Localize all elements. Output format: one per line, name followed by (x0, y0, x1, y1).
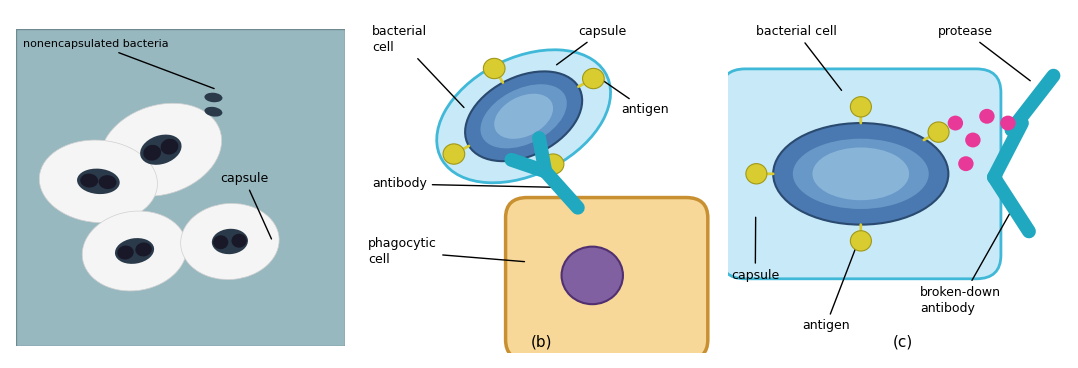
Circle shape (483, 59, 505, 79)
FancyBboxPatch shape (506, 198, 708, 360)
Ellipse shape (98, 175, 116, 189)
Text: phagocytic
cell: phagocytic cell (369, 237, 525, 266)
Ellipse shape (136, 243, 152, 256)
Circle shape (746, 164, 766, 184)
Ellipse shape (205, 93, 222, 102)
Ellipse shape (181, 204, 279, 280)
Circle shape (928, 122, 949, 142)
Ellipse shape (161, 139, 178, 155)
Text: capsule: capsule (556, 25, 626, 65)
Ellipse shape (77, 169, 120, 194)
Circle shape (1000, 116, 1015, 131)
Ellipse shape (115, 238, 154, 264)
Ellipse shape (232, 234, 247, 248)
Ellipse shape (140, 135, 181, 165)
Ellipse shape (494, 93, 554, 139)
Circle shape (965, 132, 981, 148)
Circle shape (958, 156, 973, 171)
Text: antibody: antibody (372, 177, 557, 191)
Ellipse shape (791, 137, 930, 211)
Circle shape (851, 97, 871, 117)
Text: antigen: antigen (802, 237, 860, 332)
Circle shape (443, 144, 465, 164)
Circle shape (851, 231, 871, 251)
Ellipse shape (80, 174, 98, 188)
Text: broken-down
antibody: broken-down antibody (921, 207, 1013, 315)
Text: capsule: capsule (220, 172, 272, 239)
Circle shape (542, 154, 564, 174)
Ellipse shape (82, 211, 186, 291)
Ellipse shape (118, 245, 134, 259)
Ellipse shape (100, 103, 222, 196)
Text: bacterial cell: bacterial cell (756, 25, 842, 91)
Text: bacterial
cell: bacterial cell (372, 25, 464, 107)
FancyBboxPatch shape (721, 69, 1000, 279)
Circle shape (979, 109, 995, 124)
Circle shape (562, 247, 623, 304)
Circle shape (582, 68, 604, 89)
Ellipse shape (437, 50, 610, 183)
Ellipse shape (479, 82, 568, 150)
Ellipse shape (205, 107, 222, 117)
Text: (b): (b) (531, 335, 552, 350)
Text: antigen: antigen (599, 78, 668, 116)
Ellipse shape (39, 140, 157, 223)
Text: protease: protease (938, 25, 1031, 81)
Ellipse shape (213, 235, 229, 249)
Ellipse shape (143, 145, 161, 161)
Circle shape (948, 116, 963, 131)
Text: capsule: capsule (731, 217, 779, 282)
Ellipse shape (773, 123, 949, 224)
Ellipse shape (212, 229, 248, 254)
Ellipse shape (812, 147, 910, 201)
Text: nonencapsulated bacteria: nonencapsulated bacteria (23, 39, 215, 89)
Text: (c): (c) (893, 335, 913, 350)
Ellipse shape (465, 71, 582, 161)
